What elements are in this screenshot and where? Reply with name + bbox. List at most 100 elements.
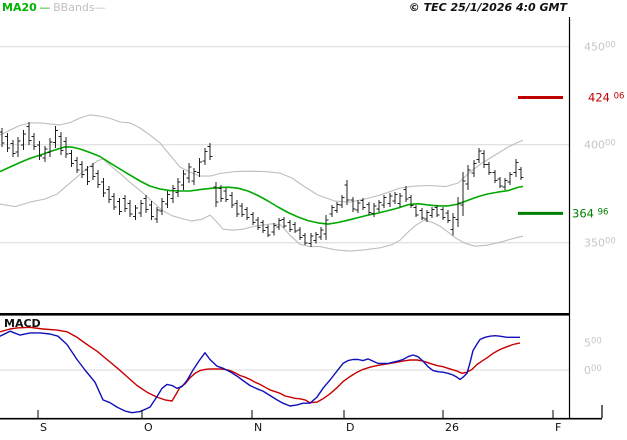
ohlc-bar <box>90 163 96 180</box>
ohlc-bar <box>63 137 69 158</box>
ohlc-bar <box>111 193 117 211</box>
ohlc-bar <box>85 166 90 186</box>
ohlc-bar <box>175 178 181 197</box>
ohlc-bar <box>37 141 42 160</box>
ma20-legend-dash: — <box>36 1 50 14</box>
ohlc-bar <box>366 202 372 216</box>
x-axis-tick-label: D <box>346 421 354 434</box>
ohlc-bar <box>486 161 492 176</box>
bbands-legend-dash: — <box>94 1 106 14</box>
ohlc-bar <box>207 142 213 160</box>
ohlc-bar <box>69 150 74 167</box>
ohlc-bar <box>360 198 366 211</box>
ohlc-bar <box>445 210 451 224</box>
x-axis-tick-label: 26 <box>445 421 459 434</box>
ohlc-bar <box>429 207 435 219</box>
ohlc-bar <box>481 150 487 168</box>
ohlc-bar <box>350 197 356 213</box>
ohlc-bar <box>334 202 340 214</box>
ohlc-bar <box>0 128 5 148</box>
ohlc-bar <box>213 182 219 207</box>
ohlc-bar <box>413 205 419 218</box>
ohlc-bar <box>79 161 85 178</box>
ohlc-bar <box>21 130 26 150</box>
resistance-price-label: 424 06 <box>588 91 624 105</box>
copyright-text: © TEC 25/1/2026 4:0 GMT <box>408 1 567 14</box>
ohlc-bar <box>281 217 287 229</box>
ohlc-bar <box>74 157 80 174</box>
ohlc-bar <box>513 159 519 177</box>
bollinger-lower-band <box>0 158 524 252</box>
ohlc-bar <box>58 132 64 156</box>
ohlc-bar <box>318 227 324 241</box>
ohlc-bar <box>344 180 350 206</box>
ohlc-bar <box>53 125 58 148</box>
ohlc-bar <box>255 217 261 231</box>
ohlc-bar <box>244 207 250 221</box>
ohlc-bar <box>15 137 21 157</box>
support-price-label: 364 96 <box>572 206 608 220</box>
macd-line <box>0 330 520 414</box>
ohlc-bar <box>271 223 277 236</box>
ohlc-bar <box>265 225 271 238</box>
ohlc-bar <box>507 172 513 186</box>
ohlc-bar <box>186 163 192 184</box>
ohlc-bar <box>424 210 430 223</box>
ohlc-bar <box>133 205 138 221</box>
ohlc-bar <box>95 170 101 188</box>
ohlc-bar <box>387 193 393 207</box>
ma20-line <box>0 146 524 225</box>
ohlc-bar <box>455 197 461 228</box>
ohlc-bar <box>313 232 319 244</box>
ohlc-bar <box>117 198 122 216</box>
ohlc-bar <box>392 192 398 205</box>
ohlc-bar <box>403 186 409 203</box>
x-axis-tick-label: O <box>144 421 153 434</box>
price-axis-label: 40000 <box>584 139 616 152</box>
macd-panel-label: MACD <box>4 317 41 330</box>
price-axis-label: 45000 <box>584 41 616 54</box>
ohlc-bar <box>376 200 382 213</box>
ohlc-bar <box>223 188 229 203</box>
ohlc-bar <box>229 192 235 209</box>
ohlc-bar <box>355 200 361 214</box>
ohlc-bar <box>450 213 456 236</box>
ohlc-bar <box>371 203 377 218</box>
ohlc-bar <box>408 195 414 209</box>
ohlc-bar <box>297 227 303 241</box>
ohlc-bar <box>154 207 160 224</box>
macd-signal-line <box>0 326 521 404</box>
ohlc-bar <box>465 165 471 191</box>
ohlc-bar <box>323 215 329 241</box>
x-axis-tick-label: S <box>40 421 47 434</box>
macd-axis-label: 000 <box>584 364 602 377</box>
ohlc-bar <box>397 193 403 207</box>
ohlc-bar <box>143 195 149 214</box>
ohlc-bar <box>10 140 16 157</box>
ohlc-bar <box>5 132 10 152</box>
ohlc-bar <box>127 200 133 218</box>
ohlc-bar <box>218 185 224 203</box>
price-axis-label: 35000 <box>584 237 616 250</box>
ohlc-bar <box>308 233 314 248</box>
x-axis-tick-label: F <box>555 421 561 434</box>
ohlc-bar <box>471 160 477 177</box>
bollinger-upper-band <box>0 114 524 203</box>
ohlc-bar <box>518 167 524 180</box>
ohlc-bar <box>292 222 298 234</box>
ohlc-bar <box>239 203 245 218</box>
ohlc-bar <box>381 195 387 209</box>
x-axis-tick-label: N <box>254 421 262 434</box>
ohlc-bar <box>42 146 48 162</box>
ohlc-bar <box>460 172 466 217</box>
ohlc-bar <box>476 148 482 164</box>
ohlc-bar <box>122 195 128 213</box>
ohlc-bar <box>250 212 256 226</box>
ohlc-bar <box>260 220 266 234</box>
macd-axis-label: 500 <box>584 336 602 349</box>
ohlc-bar <box>26 122 32 146</box>
ohlc-bar <box>234 200 240 218</box>
ohlc-bar <box>31 132 37 150</box>
ohlc-bar <box>492 170 498 184</box>
